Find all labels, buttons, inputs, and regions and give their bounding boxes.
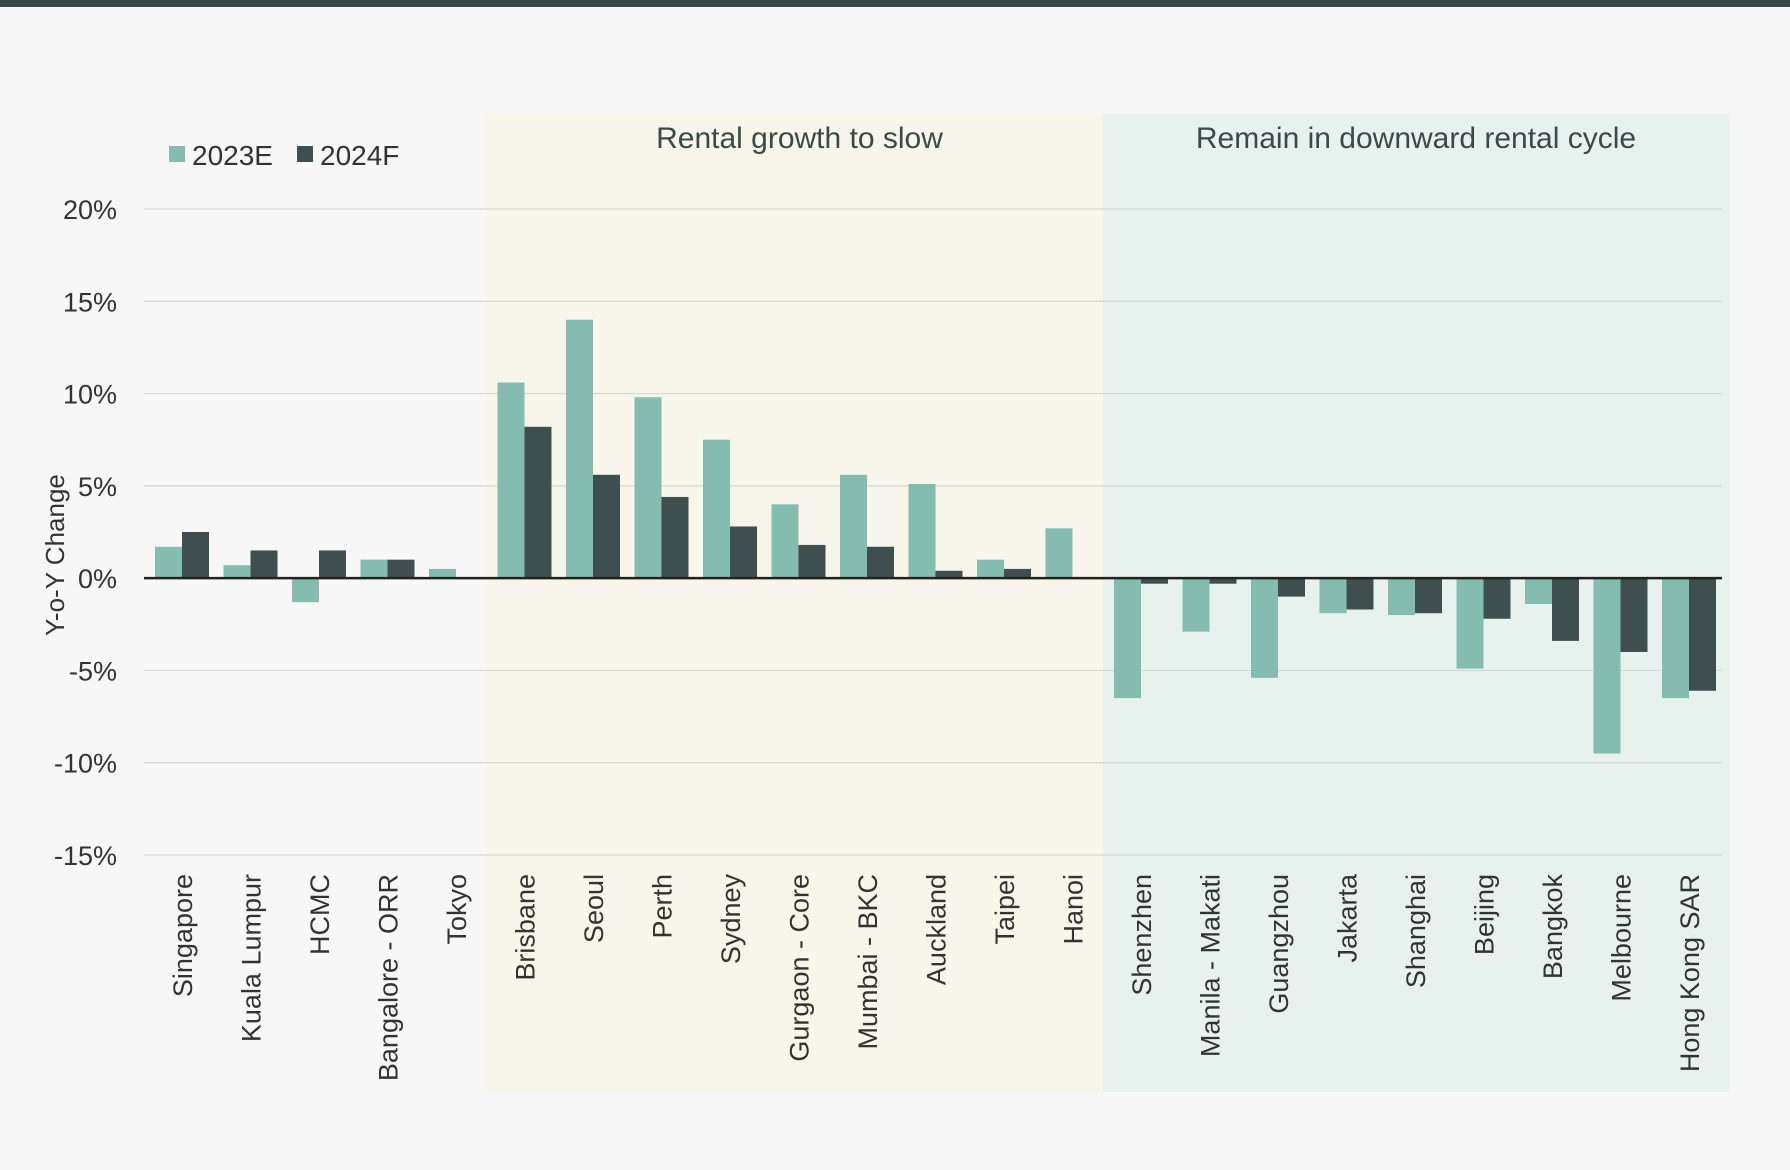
category-label: Manila - Makati (1196, 874, 1226, 1057)
bar-2024F-hong-kong-sar (1689, 578, 1716, 691)
y-tick-label: 0% (78, 564, 117, 594)
bar-2023E-mumbai-bkc (840, 474, 867, 579)
legend-label-2023E: 2023E (192, 140, 273, 171)
bar-2023E-tokyo (429, 568, 456, 579)
bar-2024F-manila-makati (1209, 578, 1237, 584)
category-label: Mumbai - BKC (853, 874, 883, 1050)
legend: 2023E 2024F (169, 140, 399, 171)
category-label: Tokyo (442, 874, 472, 945)
bar-2024F-sydney (730, 526, 757, 579)
bar-2023E-perth (634, 397, 662, 579)
category-label: Brisbane (511, 874, 541, 981)
legend-label-2024F: 2024F (320, 140, 399, 171)
y-tick-label: 20% (63, 195, 117, 225)
y-tick-label: -10% (54, 749, 117, 779)
y-tick-label: -15% (54, 841, 117, 871)
bar-2024F-hcmc (319, 550, 346, 579)
y-tick-labels: 20% 15% 10% 5% 0% -5% -10% -15% (54, 195, 117, 871)
category-label: Gurgaon - Core (785, 874, 815, 1062)
bar-2024F-gurgaon-core (798, 544, 826, 579)
bar-2024F-seoul (593, 474, 620, 579)
category-label: Taipei (990, 874, 1020, 945)
bar-2024F-taipei (1004, 568, 1031, 579)
bar-2024F-bangkok (1552, 578, 1579, 641)
legend-swatch-2024F (297, 146, 313, 162)
bar-2023E-melbourne (1593, 578, 1621, 754)
zone-label-0: Rental growth to slow (656, 122, 943, 155)
y-tick-label: -5% (69, 656, 117, 686)
bar-2023E-sydney (703, 439, 730, 579)
top-rule (0, 0, 1790, 7)
bar-2023E-taipei (977, 559, 1004, 579)
bar-2024F-brisbane (524, 426, 552, 579)
category-label: Bangalore - ORR (374, 874, 404, 1081)
category-label: Sydney (716, 874, 746, 965)
y-tick-label: 5% (78, 472, 117, 502)
bar-2023E-gurgaon-core (771, 504, 799, 579)
bar-2024F-mumbai-bkc (867, 546, 894, 579)
bar-2024F-kuala-lumpur (250, 550, 278, 579)
bar-2024F-guangzhou (1278, 578, 1305, 597)
bar-2023E-beijing (1456, 578, 1484, 669)
bar-2023E-auckland (908, 484, 936, 579)
zone-label-1: Remain in downward rental cycle (1196, 122, 1636, 155)
bar-2023E-kuala-lumpur (223, 565, 251, 579)
y-axis-title: Y-o-Y Change (40, 474, 70, 636)
bar-2023E-seoul (566, 319, 593, 579)
bar-2023E-bangkok (1525, 578, 1552, 604)
category-label: Melbourne (1607, 874, 1637, 1002)
bar-2024F-melbourne (1620, 578, 1648, 652)
bar-2023E-singapore (155, 546, 182, 579)
bar-2023E-bangalore-orr (360, 559, 388, 579)
bar-2024F-auckland (935, 570, 963, 579)
bar-2023E-guangzhou (1251, 578, 1278, 678)
zone-background-0 (486, 114, 1113, 1092)
bar-2023E-hcmc (292, 578, 319, 603)
bar-2023E-shenzhen (1114, 578, 1141, 699)
bar-2023E-manila-makati (1182, 578, 1210, 632)
bar-2023E-hong-kong-sar (1662, 578, 1689, 699)
y-tick-label: 10% (63, 380, 117, 410)
category-label: Beijing (1470, 874, 1500, 955)
bars (155, 319, 1716, 754)
category-label: Guangzhou (1264, 874, 1294, 1014)
category-label: Kuala Lumpur (237, 874, 267, 1042)
bar-2023E-shanghai (1388, 578, 1415, 616)
bar-2024F-perth (661, 496, 689, 579)
gridlines (144, 208, 1722, 856)
zone-backgrounds: Rental growth to slow Remain in downward … (486, 114, 1730, 1092)
category-label: HCMC (305, 874, 335, 955)
bar-2024F-shanghai (1415, 578, 1442, 614)
bar-2024F-singapore (182, 532, 209, 579)
category-label: Bangkok (1538, 874, 1568, 980)
category-label: Jakarta (1333, 873, 1363, 963)
category-label: Perth (648, 874, 678, 939)
category-label: Hanoi (1059, 874, 1089, 945)
bar-2023E-hanoi (1045, 528, 1073, 579)
category-label: Seoul (579, 874, 609, 943)
category-label: Auckland (922, 874, 952, 985)
bar-2023E-jakarta (1319, 578, 1347, 614)
y-tick-label: 15% (63, 287, 117, 317)
bar-2024F-beijing (1483, 578, 1511, 619)
legend-swatch-2023E (169, 146, 185, 162)
bar-2024F-jakarta (1346, 578, 1374, 610)
bar-2023E-brisbane (497, 382, 525, 579)
category-label: Singapore (168, 874, 198, 997)
category-label: Shenzhen (1127, 874, 1157, 996)
category-label: Shanghai (1401, 874, 1431, 988)
bar-2024F-shenzhen (1141, 578, 1168, 584)
bar-2024F-bangalore-orr (387, 559, 415, 579)
category-labels: Singapore Kuala Lumpur HCMC Bangalore - ORR… (168, 873, 1705, 1081)
category-label: Hong Kong SAR (1675, 874, 1705, 1072)
